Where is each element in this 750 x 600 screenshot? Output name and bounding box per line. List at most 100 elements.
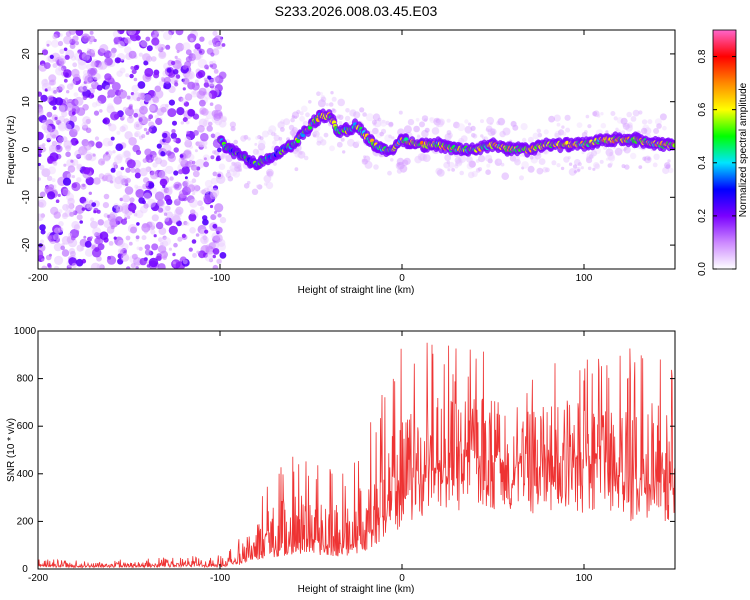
spectrogram-cell [362,112,367,117]
spectrogram-cell [173,242,178,248]
spectrogram-cell [192,253,198,258]
spectrogram-cell [98,158,106,166]
spectrogram-cell [95,141,103,149]
spectrogram-cell [124,179,129,184]
spectrogram-cell [63,163,67,167]
spectrogram-cell [217,173,222,178]
spectrogram-cell [191,160,196,165]
spectrogram-cell [485,125,493,133]
spectrogram-cell [124,182,129,187]
spectrogram-cell [102,137,112,147]
spectrogram-cell [186,195,195,204]
spectrogram-cell [145,131,150,135]
spectrogram-cell [480,134,484,138]
spectrogram-cell [81,33,91,43]
spectrogram-cell [146,264,151,268]
spectrogram-cell [179,154,184,158]
spectrogram-cell [453,121,460,129]
spectrogram-cell [290,117,295,123]
spectrogram-cell [65,151,71,158]
spectrogram-cell [121,243,129,251]
spectrogram-cell [63,47,68,52]
spectrogram-cell [212,30,218,36]
spectrogram-cell [56,135,63,143]
spectrogram-cell [167,108,177,118]
spectrogram-cell [207,75,212,80]
spectrogram-cell [467,171,475,179]
spectrogram-cell [122,194,131,203]
spectrogram-cell [189,209,196,215]
spectrogram-cell [43,124,53,134]
spectrogram-cell [126,159,136,169]
spectrogram-y-tick-label: -20 [21,237,32,252]
spectrogram-cell [84,248,94,257]
spectrogram-cell [280,119,285,125]
spectrogram-cell [144,166,150,172]
spectrogram-cell [38,199,47,208]
spectrogram-cell [102,202,109,209]
spectrogram-cell [93,177,101,185]
spectrogram-cell [157,44,162,49]
spectrogram-cell [124,131,133,140]
spectrogram-cell [64,54,70,60]
spectrogram-cell [192,90,197,95]
spectrogram-cell [141,223,151,233]
spectrogram-cell [178,169,184,175]
spectrogram-cell [106,255,117,265]
spectrogram-cell [38,107,44,115]
spectrogram-cell [219,153,226,160]
spectrogram-cell [97,94,107,104]
spectrogram-cell [172,120,177,126]
spectrogram-cell [160,30,165,33]
spectrogram-cell [317,99,326,108]
spectrogram-cell [277,121,285,129]
spectrogram-cell [468,160,476,168]
spectrogram-cell [158,227,167,236]
spectrogram-cell [170,60,176,66]
spectrogram-cell [397,161,405,170]
spectrogram-cell [374,152,379,157]
spectrogram-cell [143,94,152,103]
spectrogram-cell [145,182,149,187]
spectrogram-cell [174,82,179,87]
spectrogram-cell [588,154,594,159]
spectrogram-cell [88,191,93,195]
spectrogram-cell [96,209,101,214]
spectrogram-cell [66,264,72,269]
spectrogram-cell [206,125,213,132]
spectrogram-cell [336,114,341,119]
spectrogram-cell [362,158,369,164]
spectrogram-cell [594,147,601,155]
spectrogram-cell [210,155,215,160]
spectrogram-cell [157,170,166,178]
spectrogram-cell [371,119,377,125]
spectrogram-cell [150,202,160,212]
spectrogram-cell [191,239,197,244]
spectrogram-cell [76,153,82,159]
spectrogram-cell [325,103,329,107]
spectrogram-cell [561,125,565,129]
spectrogram-cell [173,137,178,143]
spectrogram-cell [126,95,131,100]
spectrogram-cell [454,162,458,166]
spectrogram-cell [158,170,167,180]
spectrogram-cell [62,212,68,218]
spectrogram-cell [133,65,139,71]
spectrogram-cell [653,153,660,160]
spectrogram-cell [599,159,604,164]
spectrogram-cell [208,258,214,263]
spectrogram-cell [103,80,107,84]
spectrogram-cell [577,162,582,167]
spectrogram-cell [352,142,356,147]
spectrogram-cell [203,187,210,194]
spectrogram-cell [106,105,115,114]
spectrogram-cell [112,161,118,167]
spectrogram-cell [581,131,588,138]
spectrogram-cell [556,122,561,127]
spectrogram-cell [128,137,137,146]
spectrogram-cell [373,119,382,128]
spectrogram-cell [361,158,366,163]
spectrogram-cell [662,125,667,131]
spectrogram-cell [229,121,236,128]
spectrogram-cell [621,164,626,169]
